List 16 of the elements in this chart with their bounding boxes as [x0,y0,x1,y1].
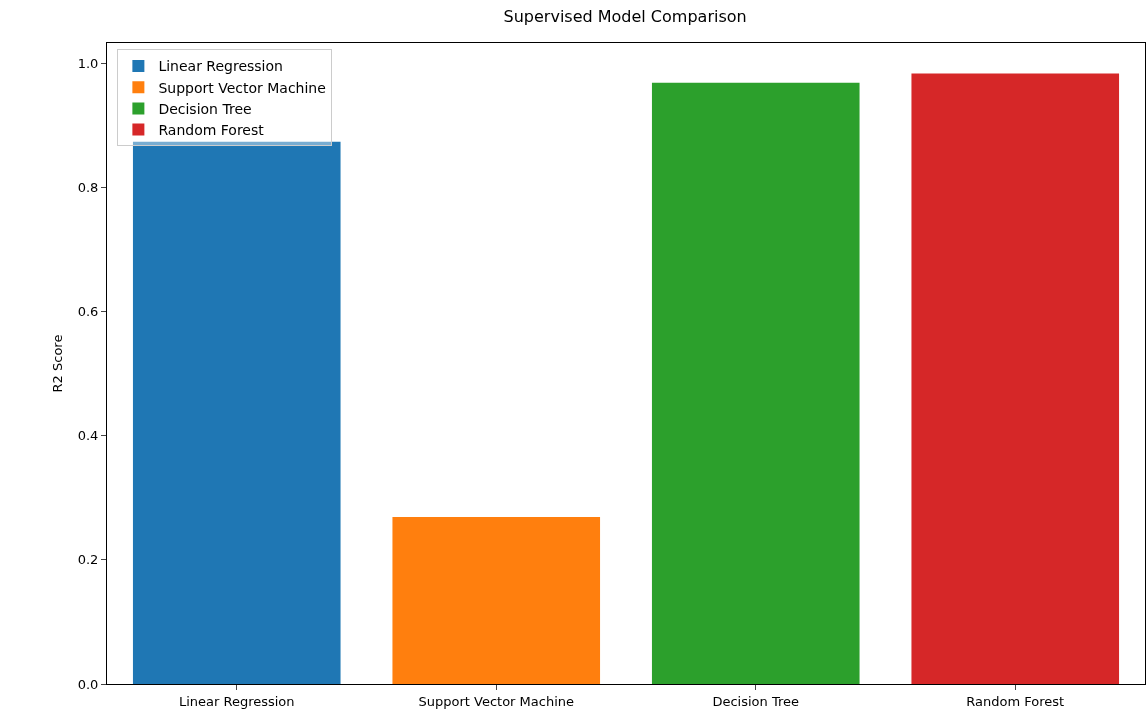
x-tick-label: Decision Tree [712,693,800,709]
legend-label: Random Forest [158,122,265,139]
y-tick-label: 0.8 [77,180,99,196]
x-tick-label: Random Forest [966,693,1065,709]
y-tick-label: 0.6 [77,304,99,320]
y-tick-label: 1.0 [77,56,99,72]
legend-label: Decision Tree [158,100,252,117]
y-tick-label: 0.2 [77,552,99,568]
y-tick-label: 0.0 [77,676,99,692]
legend-label: Linear Regression [158,58,283,75]
legend-label: Support Vector Machine [158,79,326,96]
y-tick-label: 0.4 [77,428,99,444]
chart-title: Supervised Model Comparison [503,6,747,26]
y-axis-title: R2 Score [49,334,65,393]
x-tick-label: Support Vector Machine [418,693,574,709]
x-tick-label: Linear Regression [178,693,295,709]
